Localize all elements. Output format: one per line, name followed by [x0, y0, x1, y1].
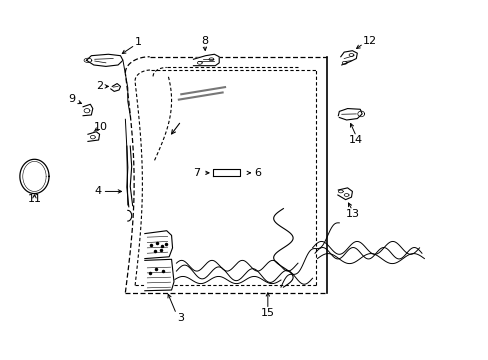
- Text: 7: 7: [193, 168, 200, 178]
- Polygon shape: [212, 169, 239, 176]
- Polygon shape: [338, 109, 362, 120]
- Text: 1: 1: [135, 37, 142, 47]
- Text: 6: 6: [254, 168, 261, 178]
- Polygon shape: [193, 54, 219, 66]
- Polygon shape: [88, 132, 100, 141]
- Text: 12: 12: [362, 36, 376, 46]
- Text: 3: 3: [177, 312, 183, 323]
- Text: 11: 11: [27, 194, 41, 204]
- Text: 14: 14: [348, 135, 363, 145]
- Polygon shape: [111, 84, 120, 91]
- Text: 8: 8: [201, 36, 208, 46]
- Text: 4: 4: [94, 186, 101, 197]
- Text: 9: 9: [68, 94, 75, 104]
- Text: 5: 5: [152, 276, 159, 286]
- Polygon shape: [337, 188, 352, 200]
- Text: 13: 13: [345, 209, 359, 219]
- Text: 2: 2: [96, 81, 103, 91]
- Text: 10: 10: [94, 122, 108, 132]
- Polygon shape: [86, 54, 122, 66]
- Polygon shape: [20, 159, 49, 194]
- Polygon shape: [83, 104, 93, 116]
- Text: 15: 15: [260, 308, 274, 318]
- Polygon shape: [144, 259, 174, 291]
- Polygon shape: [340, 51, 357, 65]
- Polygon shape: [144, 231, 172, 258]
